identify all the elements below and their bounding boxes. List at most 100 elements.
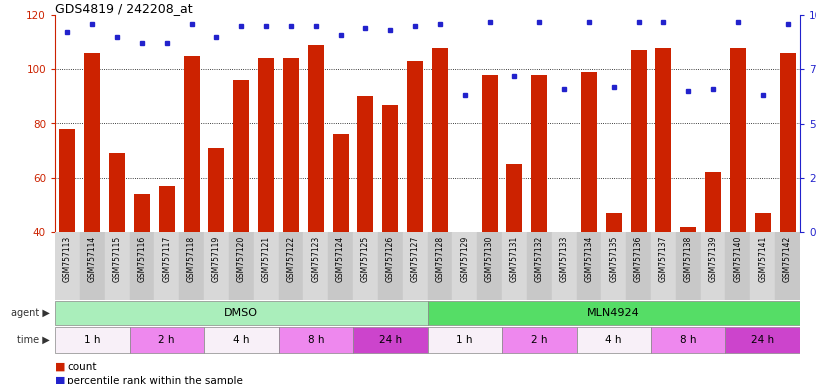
Text: 24 h: 24 h: [379, 335, 401, 345]
Bar: [477, 232, 502, 300]
Text: 4 h: 4 h: [605, 335, 622, 345]
Text: GDS4819 / 242208_at: GDS4819 / 242208_at: [55, 2, 193, 15]
Text: GSM757119: GSM757119: [212, 235, 221, 281]
Bar: [357, 96, 374, 232]
Bar: [576, 328, 651, 353]
Bar: [378, 232, 402, 300]
Bar: [382, 104, 398, 232]
Bar: [60, 129, 76, 232]
Bar: [531, 74, 548, 232]
Bar: [432, 48, 448, 232]
Bar: [258, 58, 274, 232]
Bar: [507, 164, 522, 232]
Bar: [779, 53, 796, 232]
Bar: [457, 232, 472, 283]
Text: GSM757132: GSM757132: [534, 235, 543, 281]
Bar: [481, 74, 498, 232]
Bar: [556, 232, 572, 270]
Text: 24 h: 24 h: [752, 335, 774, 345]
Text: GSM757136: GSM757136: [634, 235, 643, 282]
Bar: [428, 232, 452, 300]
Bar: [502, 328, 576, 353]
Bar: [104, 232, 130, 300]
Bar: [527, 232, 552, 300]
Bar: [84, 53, 100, 232]
Text: GSM757115: GSM757115: [113, 235, 122, 281]
Bar: [576, 232, 601, 300]
Text: GSM757122: GSM757122: [286, 235, 295, 281]
Bar: [304, 232, 328, 300]
Text: GSM757117: GSM757117: [162, 235, 171, 281]
Bar: [755, 213, 771, 232]
Text: percentile rank within the sample: percentile rank within the sample: [67, 376, 243, 384]
Bar: [308, 45, 324, 232]
Bar: [676, 232, 701, 300]
Text: ■: ■: [55, 362, 65, 372]
Bar: [651, 232, 676, 300]
Text: GSM757134: GSM757134: [584, 235, 593, 282]
Bar: [725, 232, 751, 300]
Bar: [601, 232, 626, 300]
Bar: [55, 301, 428, 325]
Text: GSM757142: GSM757142: [783, 235, 792, 281]
Text: 4 h: 4 h: [233, 335, 250, 345]
Bar: [204, 328, 278, 353]
Bar: [184, 56, 200, 232]
Text: GSM757125: GSM757125: [361, 235, 370, 281]
Bar: [134, 194, 150, 232]
Bar: [730, 48, 746, 232]
Text: GSM757121: GSM757121: [262, 235, 271, 281]
Text: GSM757114: GSM757114: [88, 235, 97, 281]
Bar: [626, 232, 651, 300]
Text: GSM757141: GSM757141: [758, 235, 767, 281]
Text: GSM757128: GSM757128: [436, 235, 445, 281]
Bar: [655, 48, 672, 232]
Text: DMSO: DMSO: [224, 308, 258, 318]
Bar: [180, 232, 204, 300]
Text: GSM757126: GSM757126: [386, 235, 395, 281]
Bar: [502, 232, 527, 300]
Bar: [55, 328, 130, 353]
Text: GSM757118: GSM757118: [187, 235, 196, 281]
Bar: [651, 328, 725, 353]
Text: 8 h: 8 h: [680, 335, 697, 345]
Text: agent ▶: agent ▶: [11, 308, 50, 318]
Text: GSM757133: GSM757133: [560, 235, 569, 282]
Text: GSM757131: GSM757131: [510, 235, 519, 281]
Bar: [158, 186, 175, 232]
Bar: [353, 328, 428, 353]
Bar: [109, 153, 125, 232]
Bar: [705, 172, 721, 232]
Bar: [154, 232, 180, 300]
Bar: [130, 328, 204, 353]
Bar: [407, 61, 424, 232]
Bar: [254, 232, 278, 300]
Bar: [681, 227, 696, 232]
Bar: [130, 232, 154, 300]
Text: GSM757116: GSM757116: [137, 235, 146, 281]
Bar: [204, 232, 228, 300]
Text: GSM757123: GSM757123: [311, 235, 320, 281]
Bar: [452, 232, 477, 300]
Text: 1 h: 1 h: [456, 335, 473, 345]
Text: ■: ■: [55, 376, 65, 384]
Bar: [278, 328, 353, 353]
Bar: [775, 232, 800, 300]
Text: GSM757138: GSM757138: [684, 235, 693, 281]
Text: MLN4924: MLN4924: [588, 308, 640, 318]
Text: GSM757139: GSM757139: [708, 235, 717, 282]
Bar: [701, 232, 725, 300]
Text: GSM757127: GSM757127: [410, 235, 419, 281]
Text: GSM757140: GSM757140: [734, 235, 743, 282]
Text: 8 h: 8 h: [308, 335, 324, 345]
Bar: [328, 232, 353, 300]
Text: 1 h: 1 h: [84, 335, 100, 345]
Bar: [552, 232, 576, 300]
Bar: [402, 232, 428, 300]
Bar: [332, 134, 348, 232]
Bar: [751, 232, 775, 300]
Text: time ▶: time ▶: [17, 335, 50, 345]
Text: GSM757120: GSM757120: [237, 235, 246, 281]
Bar: [353, 232, 378, 300]
Bar: [428, 301, 800, 325]
